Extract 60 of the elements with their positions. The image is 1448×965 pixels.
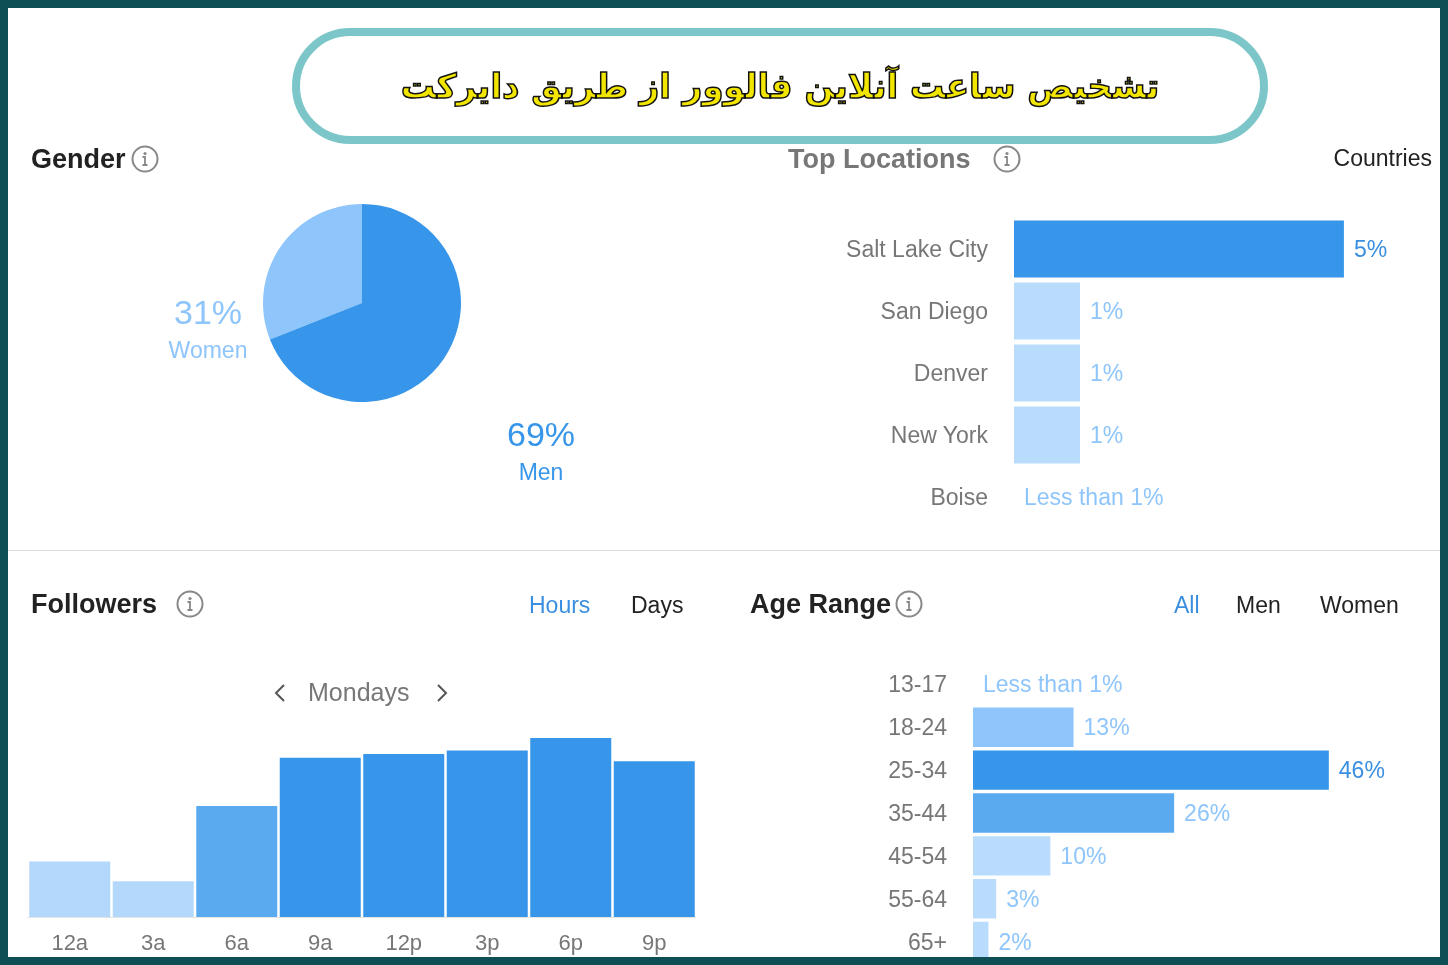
data-label: 1%	[1089, 360, 1124, 386]
text: Mondays	[308, 677, 410, 708]
text: Women	[1320, 591, 1399, 620]
x-tick-label: 3a	[141, 929, 167, 955]
x-tick-label: 6p	[558, 929, 583, 955]
chart-title: Gender	[31, 143, 126, 176]
data-label: 31%	[173, 293, 243, 331]
slice-label: Men	[518, 459, 564, 485]
bar	[613, 761, 695, 917]
y-tick-label: Denver	[913, 360, 989, 386]
chart-title: Followers	[31, 588, 158, 621]
x-tick-label: 6a	[224, 929, 250, 955]
y-tick-label: 65+	[907, 928, 947, 955]
y-tick-label: San Diego	[880, 298, 988, 324]
bar	[446, 750, 528, 917]
text: All	[1174, 591, 1200, 620]
x-tick-label: 9p	[642, 929, 667, 955]
x-tick-label: 12a	[51, 929, 89, 955]
data-label: 5%	[1353, 236, 1388, 262]
data-label: 1%	[1089, 298, 1124, 324]
bar	[196, 806, 278, 917]
text: Hours	[529, 591, 591, 620]
x-tick-label: 12p	[385, 929, 423, 955]
data-label: 26%	[1184, 800, 1231, 826]
bar	[112, 881, 194, 917]
bar	[973, 836, 1051, 876]
bar	[279, 757, 361, 917]
bar	[363, 754, 445, 917]
data-label: 46%	[1338, 757, 1385, 784]
bar	[29, 861, 111, 917]
x-tick-label: 9a	[308, 929, 334, 955]
bar	[530, 738, 612, 917]
data-label: 1%	[1089, 422, 1124, 448]
y-tick-label: 55-64	[888, 885, 948, 912]
y-tick-label: 25-34	[888, 757, 948, 784]
data-label: 10%	[1060, 842, 1107, 869]
data-label: 2%	[998, 928, 1032, 955]
y-tick-label: New York	[890, 422, 989, 448]
y-tick-label: Boise	[930, 484, 988, 510]
bar	[973, 750, 1329, 790]
text: تشخیص ساعت آنلاین فالوور از طریق دایرکت	[400, 66, 1160, 106]
data-label: 3%	[1006, 885, 1040, 912]
data-label: Less than 1%	[1024, 484, 1164, 510]
y-tick-label: 45-54	[888, 842, 948, 869]
slice-label: Women	[168, 337, 248, 363]
y-tick-label: Salt Lake City	[846, 236, 989, 262]
y-tick-label: 18-24	[888, 714, 948, 741]
x-tick-label: 3p	[475, 929, 500, 955]
y-tick-label: 35-44	[888, 800, 948, 826]
data-label: 13%	[1083, 714, 1130, 741]
chart-title: Age Range	[750, 588, 892, 621]
data-label: 69%	[506, 415, 576, 453]
text: Days	[631, 591, 684, 620]
data-label: Less than 1%	[983, 671, 1123, 698]
y-tick-label: 13-17	[888, 671, 947, 698]
bar	[973, 707, 1074, 747]
text: Men	[1236, 591, 1281, 620]
chart-title: Top Locations	[788, 143, 971, 176]
bar	[973, 793, 1175, 833]
text: Countries	[1333, 144, 1432, 173]
